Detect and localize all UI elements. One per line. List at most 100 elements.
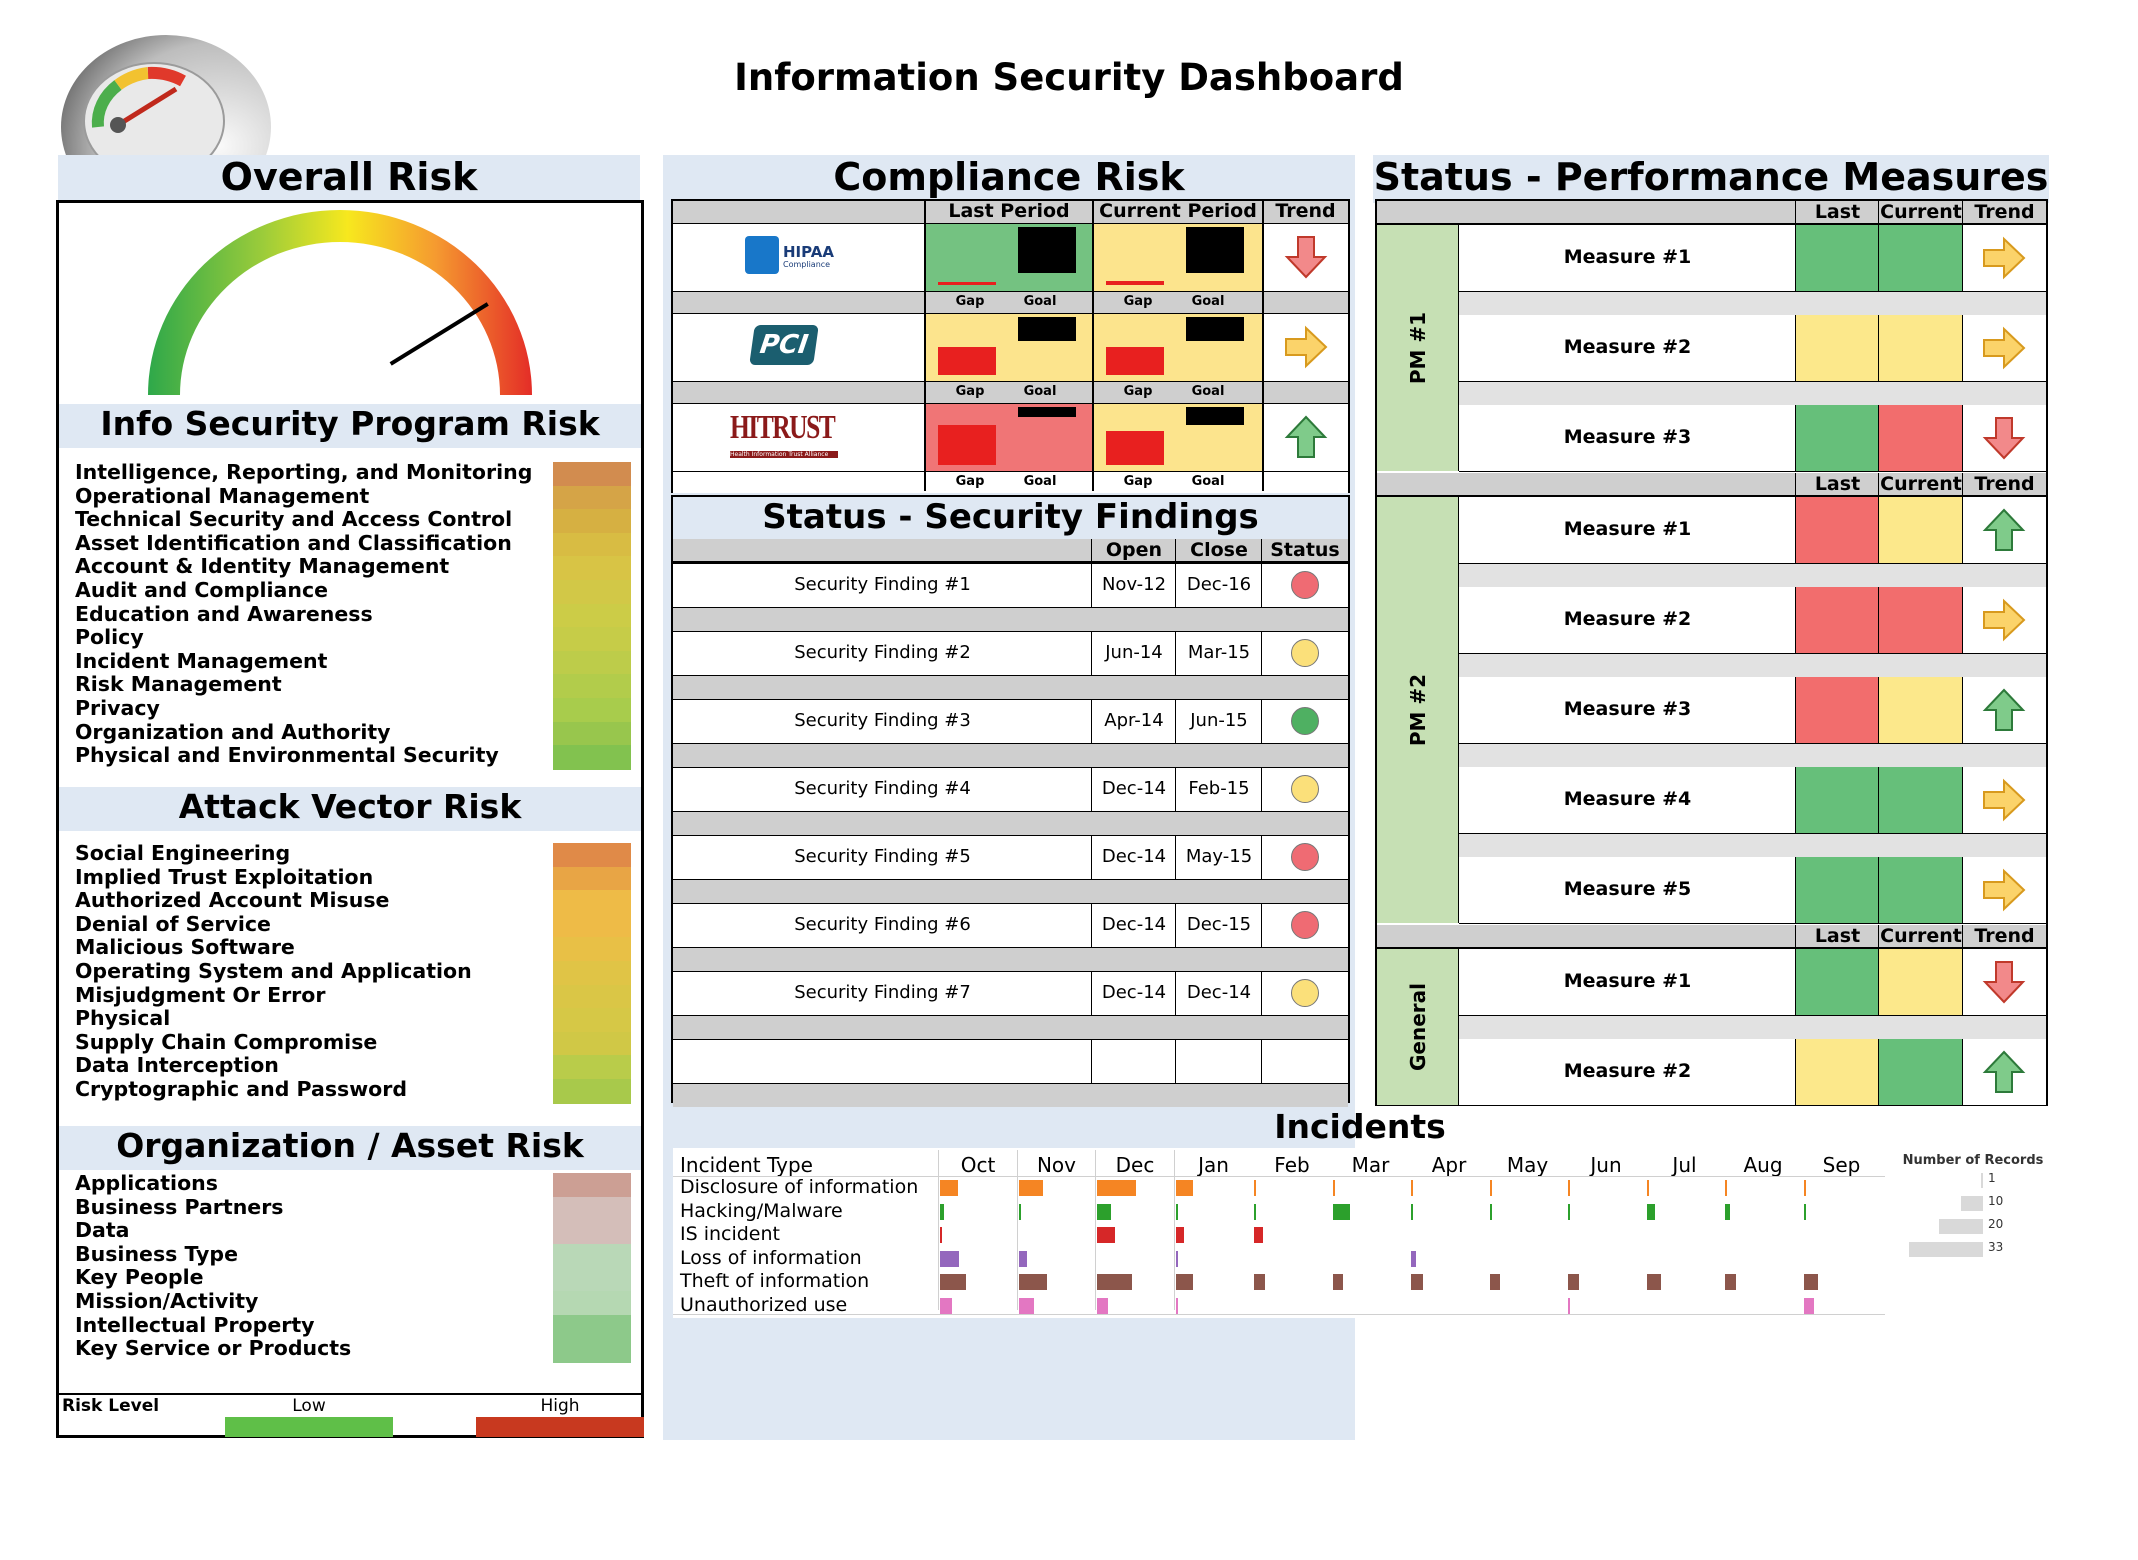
compliance-current-goal-bar: [1186, 317, 1244, 341]
program-risk-item: Education and Awareness: [75, 601, 373, 626]
incident-bar: [1175, 1250, 1178, 1267]
size-legend-value: 10: [1988, 1194, 2004, 1208]
size-legend-bar: [1961, 1196, 1983, 1211]
attack-risk-item: Data Interception: [75, 1053, 279, 1078]
compliance-gap-goal-row: [673, 291, 1348, 313]
performance-col-divider: [1878, 201, 1879, 223]
program-risk-header-bg: [59, 404, 641, 448]
org-risk-item: Applications: [75, 1171, 218, 1195]
finding-row: [673, 835, 1348, 879]
incident-bar: [940, 1203, 944, 1220]
compliance-last-gap-bar: [938, 347, 996, 375]
incident-bar: [1254, 1274, 1265, 1290]
performance-col-divider: [1878, 405, 1879, 471]
program-risk-item: Intelligence, Reporting, and Monitoring: [75, 460, 533, 484]
performance-col-divider: [1878, 315, 1879, 381]
incident-col-divider: [1095, 1150, 1096, 1310]
finding-col-divider: [1091, 835, 1092, 879]
incident-bar: [1097, 1227, 1115, 1243]
finding-col-divider: [1175, 1039, 1176, 1083]
trend-arrow-up-icon: [1982, 508, 2026, 551]
size-legend-bar: [1981, 1173, 1983, 1188]
performance-group-label: PM #2: [1377, 497, 1458, 923]
trend-arrow-right-icon: [1983, 236, 2026, 280]
measure-current-yellow-cell: [1879, 497, 1963, 563]
incidents-type-header: Incident Type: [680, 1153, 813, 1177]
compliance-logo-cell: [673, 403, 925, 471]
finding-row-divider: [673, 631, 1348, 632]
program-risk-swatch: [553, 509, 631, 534]
compliance-col-divider: [1092, 201, 1094, 491]
incident-bar: [1646, 1274, 1661, 1290]
compliance-header-trend: Trend: [1275, 200, 1336, 222]
compliance-gap-label: Gap: [955, 474, 985, 489]
program-risk-item: Policy: [75, 625, 144, 650]
hipaa-logo-sub: Compliance: [783, 260, 831, 269]
measure-last-yellow-cell: [1796, 1039, 1879, 1105]
finding-row-divider: [673, 835, 1348, 836]
performance-group-label-text: General: [1405, 983, 1430, 1071]
performance-spacer-row: [1459, 1016, 2046, 1039]
org-risk-item: Business Type: [75, 1241, 238, 1266]
incident-bar: [940, 1250, 960, 1267]
finding-row-divider: [673, 767, 1348, 768]
program-risk-item: Risk Management: [75, 672, 282, 697]
incident-bar: [1803, 1180, 1806, 1196]
attack-risk-item: Authorized Account Misuse: [75, 888, 390, 913]
org-risk-swatch: [553, 1173, 631, 1198]
performance-header-trend: Trend: [1974, 473, 2035, 495]
finding-col-divider: [1261, 563, 1262, 607]
measure-name-cell: [1459, 857, 1796, 923]
trend-arrow-down-icon: [1284, 236, 1328, 279]
trend-arrow-down-icon: [1982, 417, 2026, 460]
performance-col-divider: [1878, 1039, 1879, 1105]
incident-bar: [1332, 1274, 1343, 1290]
compliance-last-goal-bar: [1018, 317, 1076, 341]
hitrust-logo: HITRUST: [730, 409, 836, 446]
finding-col-divider: [1261, 903, 1262, 947]
measure-name-cell: [1459, 587, 1796, 653]
finding-header-divider: [673, 561, 1348, 563]
attack-risk-header-bg: [59, 787, 641, 831]
performance-group-label-text: PM #2: [1405, 673, 1430, 747]
compliance-goal-label: Goal: [1023, 474, 1057, 489]
program-risk-item: Physical and Environmental Security: [75, 743, 499, 768]
compliance-gap-label: Gap: [1123, 384, 1153, 399]
incident-bar: [1803, 1274, 1818, 1290]
finding-row-divider: [673, 1083, 1348, 1084]
performance-row-divider: [1459, 923, 2046, 924]
finding-row-divider: [673, 971, 1348, 972]
performance-col-divider: [1795, 587, 1796, 653]
measure-current-green-cell: [1879, 225, 1963, 291]
incident-bar: [1568, 1203, 1570, 1220]
compliance-gap-label: Gap: [1123, 474, 1153, 489]
program-risk-item: Technical Security and Access Control: [75, 507, 513, 532]
performance-col-divider: [1962, 315, 1963, 381]
overall-risk-title: Overall Risk: [220, 155, 478, 199]
compliance-row-divider: [673, 471, 1348, 472]
measure-last-red-cell: [1796, 587, 1879, 653]
attack-risk-item: Social Engineering: [75, 841, 291, 865]
incident-bar: [1489, 1180, 1492, 1196]
incident-col-divider: [1017, 1150, 1018, 1310]
attack-risk-swatch: [553, 961, 631, 986]
compliance-current-gap-bar: [1106, 431, 1164, 465]
finding-col-divider: [1091, 971, 1092, 1015]
compliance-current-goal-bar: [1186, 407, 1244, 425]
program-risk-swatch: [553, 532, 631, 558]
finding-close-date: Dec-15: [1186, 914, 1252, 935]
compliance-last-goal-bar: [1018, 227, 1076, 273]
finding-row-divider: [673, 607, 1348, 608]
performance-col-divider: [1795, 473, 1796, 495]
attack-risk-item: Cryptographic and Password: [75, 1077, 408, 1101]
incident-bar: [940, 1227, 942, 1243]
measure-last-green-cell: [1796, 405, 1879, 471]
performance-col-divider: [1962, 677, 1963, 743]
finding-col-divider: [1261, 699, 1262, 743]
performance-row-divider: [1459, 653, 2046, 654]
finding-col-divider: [1261, 835, 1262, 879]
size-legend-bar: [1939, 1219, 1983, 1234]
finding-col-divider: [1175, 631, 1176, 675]
performance-col-divider: [1795, 925, 1796, 947]
hipaa-logo-icon: [745, 236, 779, 274]
